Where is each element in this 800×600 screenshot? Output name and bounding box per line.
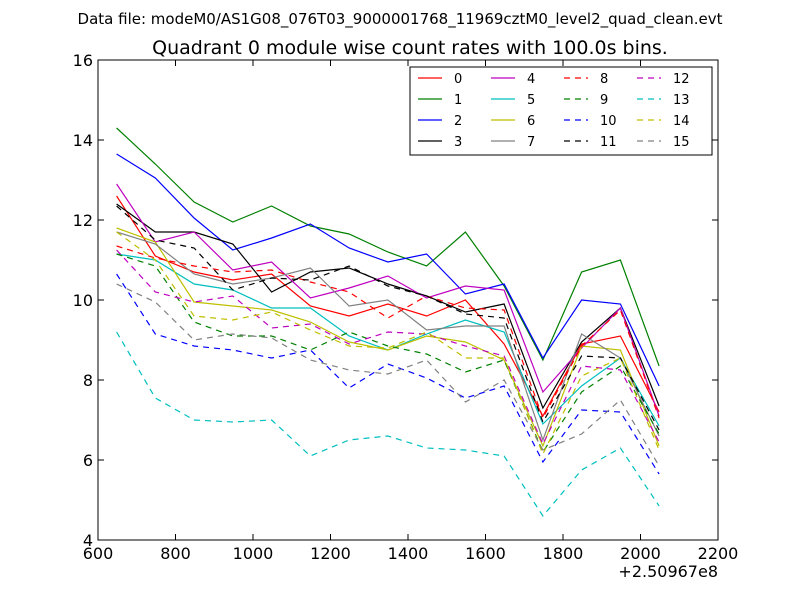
series-line-4 [116, 183, 660, 417]
y-tick-label: 14 [73, 131, 93, 150]
legend-label-3: 3 [454, 135, 462, 150]
legend-label-14: 14 [673, 114, 690, 129]
series-line-10 [116, 273, 660, 475]
x-tick-label: 1000 [233, 544, 274, 563]
y-tick-label: 4 [83, 531, 93, 550]
legend-label-15: 15 [673, 135, 690, 150]
legend-label-2: 2 [454, 114, 462, 129]
y-tick-label: 6 [83, 451, 93, 470]
legend-box [409, 66, 713, 156]
series-line-14 [116, 231, 660, 456]
series-line-2 [116, 153, 660, 387]
x-tick-label: 800 [160, 544, 191, 563]
y-tick-label: 16 [73, 51, 93, 70]
x-tick-label: 1800 [543, 544, 584, 563]
legend-label-8: 8 [600, 72, 608, 87]
x-axis: 600 800 1000 1200 1400 1600 1800 2000 2200 [83, 60, 739, 563]
series-line-3 [116, 203, 660, 410]
series-line-7 [116, 231, 660, 442]
y-tick-label: 8 [83, 371, 93, 390]
legend-label-11: 11 [600, 135, 617, 150]
chart-title: Quadrant 0 module wise count rates with … [152, 37, 668, 59]
x-tick-label: 2200 [698, 544, 739, 563]
x-tick-label: 2000 [620, 544, 661, 563]
x-tick-label: 1200 [310, 544, 351, 563]
legend-label-1: 1 [454, 93, 462, 108]
legend-label-9: 9 [600, 93, 608, 108]
x-tick-label: 1400 [388, 544, 429, 563]
series-line-9 [116, 253, 660, 454]
legend-label-5: 5 [527, 93, 535, 108]
y-tick-label: 12 [73, 211, 93, 230]
x-tick-label: 600 [83, 544, 114, 563]
legend-label-12: 12 [673, 72, 690, 87]
series-line-15 [116, 283, 660, 467]
series-line-8 [116, 245, 660, 420]
x-offset-label: +2.50967e8 [618, 562, 718, 581]
legend-label-7: 7 [527, 135, 535, 150]
legend-label-10: 10 [600, 114, 617, 129]
legend-label-13: 13 [673, 93, 690, 108]
chart-suptitle: Data file: modeM0/AS1G08_076T03_90000017… [78, 10, 723, 29]
x-tick-label: 1600 [465, 544, 506, 563]
legend-label-6: 6 [527, 114, 535, 129]
series-line-6 [116, 227, 660, 448]
legend-label-0: 0 [454, 72, 462, 87]
series-line-12 [116, 249, 660, 446]
series-line-13 [116, 331, 660, 518]
series-line-11 [116, 205, 660, 431]
plot-lines [116, 127, 660, 518]
y-tick-label: 10 [73, 291, 93, 310]
legend-label-4: 4 [527, 72, 535, 87]
series-line-1 [116, 127, 660, 367]
